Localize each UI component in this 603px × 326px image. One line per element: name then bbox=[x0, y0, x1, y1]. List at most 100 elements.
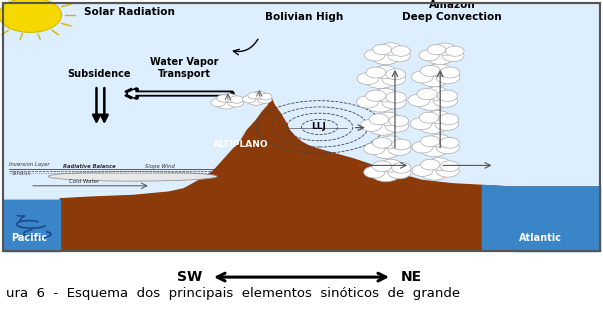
Circle shape bbox=[421, 159, 440, 170]
Circle shape bbox=[428, 45, 446, 55]
Circle shape bbox=[420, 141, 449, 157]
Circle shape bbox=[434, 43, 456, 55]
Circle shape bbox=[368, 119, 398, 135]
Circle shape bbox=[216, 98, 236, 109]
Circle shape bbox=[242, 96, 256, 103]
Circle shape bbox=[373, 44, 391, 55]
Circle shape bbox=[386, 69, 406, 80]
Circle shape bbox=[257, 96, 272, 103]
Circle shape bbox=[428, 134, 450, 147]
Circle shape bbox=[417, 88, 437, 100]
Circle shape bbox=[379, 43, 402, 55]
Circle shape bbox=[371, 166, 400, 182]
Circle shape bbox=[436, 164, 459, 177]
Circle shape bbox=[379, 159, 402, 172]
Text: Atlantic: Atlantic bbox=[519, 232, 561, 243]
Circle shape bbox=[373, 138, 392, 148]
Text: LLJ: LLJ bbox=[311, 123, 326, 131]
Circle shape bbox=[0, 0, 62, 32]
Circle shape bbox=[392, 163, 411, 173]
Text: SW: SW bbox=[177, 270, 202, 284]
Polygon shape bbox=[3, 98, 600, 251]
Circle shape bbox=[373, 66, 397, 79]
Circle shape bbox=[418, 117, 448, 134]
Text: Pacific: Pacific bbox=[11, 232, 47, 243]
Circle shape bbox=[248, 92, 260, 99]
Circle shape bbox=[391, 46, 411, 56]
Circle shape bbox=[440, 67, 460, 78]
Circle shape bbox=[371, 142, 400, 158]
Circle shape bbox=[247, 95, 265, 105]
Circle shape bbox=[412, 165, 433, 176]
Text: Inversion Layer: Inversion Layer bbox=[9, 162, 49, 168]
Circle shape bbox=[420, 164, 449, 180]
Circle shape bbox=[365, 72, 395, 88]
Circle shape bbox=[221, 94, 238, 102]
Circle shape bbox=[435, 117, 459, 130]
Polygon shape bbox=[482, 185, 600, 251]
Circle shape bbox=[388, 142, 411, 156]
Circle shape bbox=[419, 112, 439, 123]
Text: Subsidence: Subsidence bbox=[68, 69, 131, 79]
Circle shape bbox=[412, 141, 433, 153]
Circle shape bbox=[365, 95, 395, 112]
Text: ura  6  -  Esquema  dos  principais  elementos  sinóticos  de  grande: ura 6 - Esquema dos principais elementos… bbox=[6, 287, 460, 300]
Circle shape bbox=[426, 49, 454, 65]
Circle shape bbox=[436, 71, 460, 84]
Circle shape bbox=[260, 93, 272, 100]
Circle shape bbox=[428, 158, 450, 170]
Text: Water Vapor
Transport: Water Vapor Transport bbox=[150, 57, 218, 79]
Circle shape bbox=[366, 67, 386, 78]
Circle shape bbox=[439, 114, 459, 125]
Circle shape bbox=[442, 50, 464, 62]
Circle shape bbox=[388, 49, 411, 62]
Circle shape bbox=[382, 72, 406, 85]
Circle shape bbox=[424, 87, 449, 100]
Text: Amazon
Deep Convection: Amazon Deep Convection bbox=[402, 0, 502, 22]
Polygon shape bbox=[513, 187, 600, 251]
Circle shape bbox=[385, 119, 409, 132]
Circle shape bbox=[411, 71, 433, 83]
Circle shape bbox=[227, 98, 244, 107]
Circle shape bbox=[410, 118, 432, 130]
Text: Solar Radiation: Solar Radiation bbox=[84, 7, 175, 17]
Text: ALTIPLANO: ALTIPLANO bbox=[213, 140, 269, 149]
Circle shape bbox=[372, 49, 400, 65]
Circle shape bbox=[437, 90, 458, 101]
Circle shape bbox=[446, 46, 464, 56]
Polygon shape bbox=[3, 200, 60, 251]
Circle shape bbox=[373, 88, 397, 102]
Circle shape bbox=[376, 112, 400, 125]
Circle shape bbox=[382, 96, 406, 109]
Circle shape bbox=[365, 90, 386, 101]
Circle shape bbox=[419, 50, 439, 61]
Text: NE: NE bbox=[401, 270, 422, 284]
Circle shape bbox=[386, 92, 406, 103]
Circle shape bbox=[416, 94, 446, 110]
Circle shape bbox=[392, 139, 411, 150]
Text: Cold Water: Cold Water bbox=[69, 179, 99, 184]
Circle shape bbox=[230, 96, 244, 103]
Circle shape bbox=[436, 141, 459, 154]
Circle shape bbox=[421, 136, 440, 147]
Circle shape bbox=[433, 94, 458, 107]
Circle shape bbox=[364, 166, 385, 178]
Circle shape bbox=[211, 98, 226, 107]
Circle shape bbox=[419, 70, 449, 87]
Text: Stratus: Stratus bbox=[12, 171, 31, 176]
Circle shape bbox=[356, 96, 379, 108]
Circle shape bbox=[408, 94, 430, 106]
Circle shape bbox=[426, 111, 450, 124]
Circle shape bbox=[379, 136, 402, 149]
Circle shape bbox=[440, 138, 459, 148]
Circle shape bbox=[357, 72, 379, 84]
Circle shape bbox=[369, 114, 389, 125]
Circle shape bbox=[420, 66, 440, 76]
Circle shape bbox=[217, 95, 230, 102]
Text: Radiative Balance: Radiative Balance bbox=[63, 164, 116, 170]
Circle shape bbox=[440, 161, 459, 171]
Circle shape bbox=[389, 115, 409, 126]
Text: Slope Wind: Slope Wind bbox=[145, 164, 175, 170]
Ellipse shape bbox=[48, 172, 217, 181]
Text: Bolivian High: Bolivian High bbox=[265, 12, 344, 22]
